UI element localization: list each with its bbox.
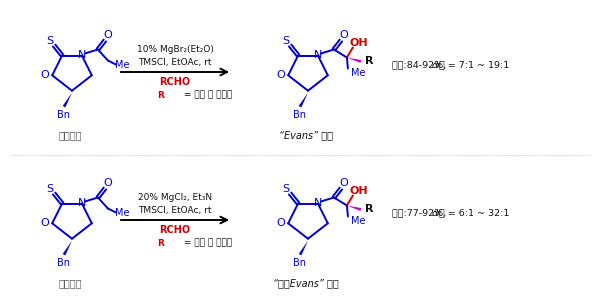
Text: TMSCl, EtOAc, rt: TMSCl, EtOAc, rt [138,206,212,214]
Text: N: N [314,198,322,207]
Text: S: S [47,37,53,46]
Text: RCHO: RCHO [160,225,191,235]
Text: N: N [78,198,86,207]
Text: dr: dr [432,209,442,217]
Text: “Evans” 反式: “Evans” 反式 [279,130,333,140]
Polygon shape [62,93,72,107]
Polygon shape [299,241,308,256]
Text: Bn: Bn [293,258,305,268]
Text: TMSCl, EtOAc, rt: TMSCl, EtOAc, rt [138,58,212,66]
Text: N: N [314,49,322,59]
Text: O: O [277,70,286,80]
Text: Bn: Bn [56,258,70,268]
Polygon shape [62,241,72,256]
Text: O: O [340,178,348,188]
Text: Bn: Bn [56,110,70,120]
Text: S: S [47,185,53,195]
Text: R: R [158,91,164,99]
Text: RCHO: RCHO [160,77,191,87]
Text: OH: OH [350,38,368,48]
Text: 噬唆啊酮: 噬唆啊酮 [58,278,82,288]
Text: Me: Me [115,207,129,217]
Text: Me: Me [350,216,365,225]
Text: 收率:77-92%,: 收率:77-92%, [392,209,449,217]
Text: Me: Me [350,67,365,77]
Text: O: O [277,218,286,228]
Text: Bn: Bn [293,110,305,120]
Text: 10% MgBr₂(Et₂O): 10% MgBr₂(Et₂O) [137,45,214,53]
Polygon shape [347,58,361,63]
Text: 値 = 6:1 ~ 32:1: 値 = 6:1 ~ 32:1 [439,209,509,217]
Text: O: O [104,30,112,41]
Text: = 芳基 或 乙烯基: = 芳基 或 乙烯基 [181,239,232,247]
Text: OH: OH [350,185,368,196]
Polygon shape [299,93,308,107]
Text: O: O [104,178,112,188]
Text: “非－Evans” 反式: “非－Evans” 反式 [273,278,339,288]
Text: 噬唆啊酮: 噬唆啊酮 [58,130,82,140]
Text: R: R [365,56,373,66]
Text: 收率:84-92%,: 收率:84-92%, [392,60,449,70]
Text: O: O [41,70,50,80]
Text: N: N [78,49,86,59]
Text: R: R [158,239,164,247]
Text: Me: Me [115,59,129,70]
Text: = 芳基 或 乙烯基: = 芳基 或 乙烯基 [181,91,232,99]
Text: 値 = 7:1 ~ 19:1: 値 = 7:1 ~ 19:1 [439,60,509,70]
Text: 20% MgCl₂, Et₃N: 20% MgCl₂, Et₃N [138,192,212,202]
Text: O: O [41,218,50,228]
Text: dr: dr [432,60,442,70]
Polygon shape [347,206,361,211]
Text: O: O [340,30,348,41]
Text: R: R [365,204,373,214]
Text: S: S [283,37,290,46]
Text: S: S [283,185,290,195]
